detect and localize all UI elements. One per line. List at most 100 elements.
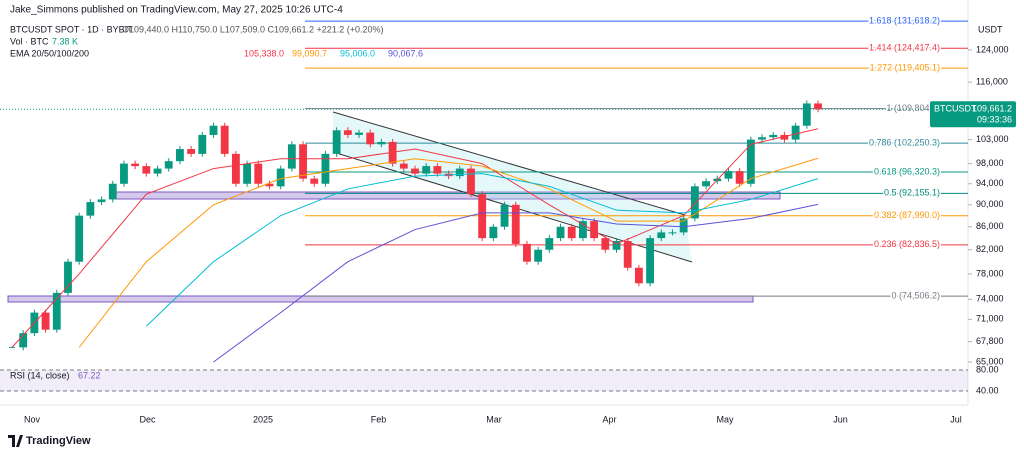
candle — [64, 261, 72, 293]
candle — [601, 238, 610, 250]
rsi-band — [0, 370, 968, 391]
y-tick-label: 90,000 — [976, 199, 1004, 209]
x-tick-label: Apr — [602, 414, 616, 424]
price-tag — [930, 101, 1016, 128]
y-tick-label: 86,000 — [976, 221, 1004, 231]
candle — [377, 141, 386, 145]
ema-value: 105,338.0 — [244, 48, 284, 58]
trend-line — [332, 111, 686, 216]
x-tick-label: Feb — [371, 414, 387, 424]
candle — [455, 168, 464, 177]
ohlc: O109,440.0 H110,750.0 L107,509.0 C109,66… — [122, 24, 384, 34]
ema-value: 95,006.0 — [340, 48, 375, 58]
publisher: Jake_Simmons published on TradingView.co… — [10, 5, 343, 16]
ema-value: 99,090.7 — [292, 48, 327, 58]
candle — [355, 132, 363, 135]
y-tick-label: 116,000 — [976, 77, 1008, 87]
candle — [209, 125, 218, 135]
candle — [780, 134, 789, 140]
candle — [578, 221, 587, 239]
candle — [679, 218, 688, 233]
y-tick-label: 98,000 — [976, 158, 1004, 168]
candle — [142, 166, 151, 174]
candle — [567, 226, 576, 239]
candle — [735, 171, 744, 184]
candle — [634, 267, 643, 284]
y-tick-label: 103,000 — [976, 134, 1009, 144]
candle — [657, 232, 666, 239]
candle — [646, 238, 655, 284]
candle — [198, 134, 207, 154]
price-tag-symbol: BTCUSDT — [934, 104, 977, 114]
candle — [702, 181, 710, 187]
candle — [97, 199, 106, 203]
rsi-tick-label: 80.00 — [976, 364, 999, 374]
fib-label: 0.5 (92,155.1) — [884, 188, 940, 198]
rsi-title: RSI (14, close) — [10, 370, 70, 380]
candle — [276, 168, 285, 187]
candle — [75, 215, 84, 262]
candle — [590, 221, 599, 239]
candle — [769, 134, 778, 138]
ema-title: EMA 20/50/100/200 — [10, 48, 89, 58]
price-tag-value: 109,661.2 — [972, 104, 1012, 114]
ema-line — [213, 203, 819, 363]
candle — [814, 103, 822, 110]
candle — [153, 168, 162, 174]
candle — [534, 249, 543, 262]
candle — [131, 163, 140, 167]
fib-label: 1.272 (119,405.1) — [870, 63, 940, 73]
candle — [556, 226, 565, 239]
x-tick-label: Nov — [24, 414, 41, 424]
rsi-tick-label: 40.00 — [976, 385, 999, 395]
candle — [668, 232, 677, 234]
candle — [411, 168, 419, 174]
candle — [52, 292, 61, 330]
zone — [7, 295, 754, 303]
candle — [746, 139, 755, 184]
candle — [478, 194, 487, 239]
fib-label: 1 (109,804.1) — [886, 103, 940, 113]
candle — [19, 333, 28, 348]
x-tick-label: 2025 — [253, 414, 273, 424]
fib-label: 0.786 (102,250.3) — [869, 137, 940, 147]
candle — [724, 171, 733, 179]
fib-label: 0.382 (87,990.0) — [874, 210, 940, 220]
vol-value: 7.38 K — [52, 36, 78, 46]
ema-line — [145, 173, 819, 327]
candle — [690, 186, 699, 219]
channel — [333, 112, 692, 262]
candle — [310, 178, 319, 184]
symbol: BTCUSDT SPOT · 1D · BYBIT — [10, 24, 133, 34]
candle — [187, 149, 196, 154]
candle — [321, 153, 330, 184]
candle — [511, 204, 520, 244]
candle — [220, 125, 229, 154]
vol-title: Vol · BTC — [10, 36, 49, 46]
candle — [254, 163, 263, 184]
candle — [108, 183, 117, 200]
candle — [467, 168, 475, 195]
x-tick-label: May — [716, 414, 734, 424]
y-tick-label: 74,000 — [976, 294, 1004, 304]
candle — [433, 166, 442, 174]
y-tick-label: 71,000 — [976, 314, 1004, 324]
candle — [422, 166, 431, 174]
ema-line — [11, 128, 819, 348]
y-tick-label: 78,000 — [976, 268, 1004, 278]
fib-label: 0 (74,506.2) — [891, 290, 940, 300]
rsi-value: 67.22 — [78, 370, 101, 380]
candle — [265, 183, 274, 187]
candle — [343, 130, 352, 135]
y-tick-label: 94,000 — [976, 178, 1004, 188]
candle — [399, 163, 408, 169]
candle — [164, 161, 173, 169]
brand: TradingView — [26, 435, 91, 447]
x-tick-label: Mar — [486, 414, 502, 424]
candle — [41, 312, 50, 330]
y-tick-label: 82,000 — [976, 244, 1004, 254]
fib-label: 1.414 (124,417.4) — [869, 43, 940, 53]
candle — [623, 241, 632, 268]
y-tick-label: 67,800 — [976, 336, 1004, 346]
